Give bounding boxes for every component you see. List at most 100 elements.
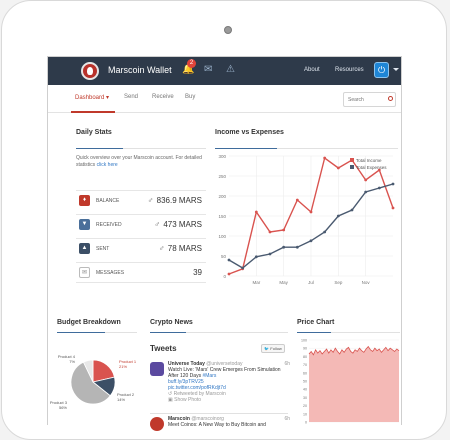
data-point — [268, 252, 272, 256]
avatar[interactable] — [150, 417, 164, 431]
data-point — [364, 178, 368, 182]
warning-icon[interactable]: ⚠ — [226, 64, 235, 75]
slice-label: Product 2 — [117, 392, 135, 397]
daily-stats-title: Daily Stats — [76, 129, 112, 136]
x-tick-label: May — [279, 280, 288, 285]
y-tick-label: 60 — [303, 371, 307, 375]
title-underline — [150, 332, 186, 333]
search-input[interactable] — [343, 92, 396, 107]
divider — [76, 148, 206, 149]
notification-badge: 2 — [187, 59, 196, 68]
tweet-item: Universe Today @universetoday 6h Watch L… — [168, 361, 290, 403]
slice-percent: 21% — [119, 364, 127, 369]
data-point — [241, 266, 245, 270]
tweet-handle: @universetoday — [206, 361, 243, 367]
data-point — [309, 239, 313, 243]
y-tick-label: 50 — [221, 254, 227, 259]
tweet-media[interactable]: ▣ Show Photo — [168, 397, 202, 403]
brand-title[interactable]: Marscoin Wallet — [108, 65, 172, 75]
y-tick-label: 0 — [305, 421, 307, 425]
stat-label: BALANCE — [96, 198, 120, 204]
title-underline — [57, 332, 105, 333]
about-link[interactable]: About — [304, 67, 320, 73]
follow-button[interactable]: 🐦 Follow — [261, 344, 285, 353]
y-tick-label: 30 — [303, 396, 307, 400]
x-tick-label: Jul — [308, 280, 314, 285]
camera-icon — [224, 26, 232, 34]
tab-receive[interactable]: Receive — [152, 94, 174, 100]
stat-row-messages: ✉ MESSAGES 39 — [76, 262, 206, 283]
y-tick-label: 10 — [303, 412, 307, 416]
stat-value: ♂ 836.9 MARS — [147, 196, 202, 205]
tweets-title: Tweets — [150, 344, 177, 353]
y-tick-label: 20 — [303, 404, 307, 408]
data-point — [377, 168, 381, 172]
y-tick-label: 100 — [301, 339, 307, 343]
pie-slice — [70, 361, 111, 405]
data-point — [309, 210, 313, 214]
data-point — [295, 198, 299, 202]
title-underline — [76, 148, 123, 149]
stat-row-balance: ♦ BALANCE ♂ 836.9 MARS — [76, 190, 206, 211]
tweet-link[interactable]: pic.twitter.com/pofRKdjt7d — [168, 385, 226, 391]
y-tick-label: 200 — [218, 194, 226, 199]
y-tick-label: 300 — [218, 154, 226, 159]
data-point — [350, 208, 354, 212]
divider — [215, 148, 398, 149]
stat-value: ♂ 473 MARS — [154, 220, 202, 229]
y-tick-label: 150 — [218, 214, 226, 219]
marscoin-logo-icon[interactable] — [81, 62, 99, 80]
data-point — [323, 230, 327, 234]
tab-dashboard[interactable]: Dashboard ▾ — [75, 95, 110, 101]
divider — [297, 332, 400, 333]
data-point — [268, 230, 272, 234]
divider — [150, 413, 288, 414]
tweet-author[interactable]: Universe Today — [168, 361, 205, 367]
envelope-icon[interactable]: ✉ — [204, 64, 213, 75]
title-underline — [297, 332, 331, 333]
tweet-author[interactable]: Marscoin — [168, 416, 190, 422]
statistics-link[interactable]: click here — [96, 162, 118, 168]
tab-buy[interactable]: Buy — [185, 94, 196, 100]
data-point — [336, 214, 340, 218]
y-tick-label: 100 — [218, 234, 226, 239]
mars-icon: ♦ — [79, 195, 90, 206]
data-point — [227, 272, 231, 276]
legend-entry: Total Expenses — [356, 165, 387, 170]
price-area — [309, 346, 399, 422]
slice-label: Product 3 — [50, 400, 68, 405]
tab-send[interactable]: Send — [124, 94, 139, 100]
data-point — [391, 182, 395, 186]
x-tick-label: Nov — [362, 280, 371, 285]
y-tick-label: 0 — [223, 274, 226, 279]
tweet-link[interactable]: buff.ly/3pTRV25 — [168, 379, 204, 385]
tweet-item: Marscoin @marscoinorg 6h Meet Coinos: A … — [168, 416, 290, 428]
power-icon[interactable]: ⏻ — [374, 62, 389, 78]
x-tick-label: Mar — [252, 280, 260, 285]
slice-label: Product 4 — [58, 354, 76, 359]
legend-swatch — [350, 158, 354, 162]
y-tick-label: 90 — [303, 347, 307, 351]
bell-icon[interactable]: 🔔 — [182, 64, 195, 75]
avatar[interactable] — [150, 362, 164, 376]
tweet-hashtag[interactable]: #Mars — [202, 373, 217, 379]
upload-icon: ▲ — [79, 243, 90, 254]
slice-label: Product 1 — [119, 359, 137, 364]
data-point — [391, 206, 395, 210]
daily-stats-description: Quick overview over your Marscoin accoun… — [76, 155, 202, 168]
tweet-text: Meet Coinos: A New Way to Buy Bitcoin an… — [168, 422, 266, 428]
y-tick-label: 80 — [303, 355, 307, 359]
chevron-down-icon[interactable] — [393, 68, 399, 71]
active-tab-indicator — [71, 111, 115, 113]
data-point — [282, 228, 286, 232]
download-icon: ▼ — [79, 219, 90, 230]
data-point — [336, 166, 340, 170]
y-tick-label: 250 — [218, 174, 226, 179]
main-nav: Dashboard ▾ Send Receive Buy — [48, 85, 401, 113]
data-point — [377, 186, 381, 190]
pie-slice — [82, 359, 94, 383]
search-icon[interactable] — [388, 96, 393, 101]
crypto-news-title: Crypto News — [150, 319, 193, 326]
tweet-retweet: ↺ Retweeted by Marscoin — [168, 391, 226, 397]
resources-link[interactable]: Resources — [335, 67, 364, 73]
